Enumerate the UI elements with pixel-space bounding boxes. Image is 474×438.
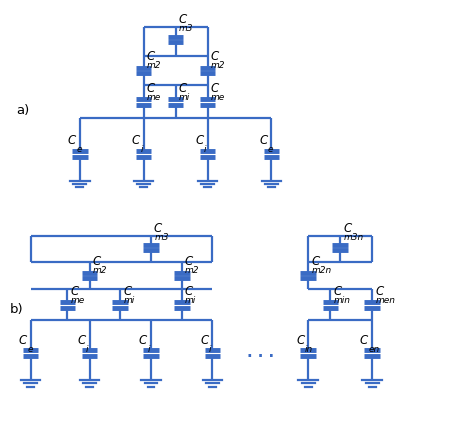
Text: in: in [305, 345, 313, 353]
Text: C: C [360, 334, 368, 347]
Text: mi: mi [185, 296, 196, 304]
Text: C: C [195, 134, 204, 147]
Text: . . .: . . . [247, 345, 274, 360]
Text: C: C [131, 134, 140, 147]
Text: mi: mi [179, 92, 190, 102]
Text: C: C [146, 81, 155, 95]
Text: me: me [71, 296, 85, 304]
Text: e: e [27, 345, 33, 353]
Text: men: men [375, 296, 396, 304]
Text: m2: m2 [185, 266, 200, 275]
Text: C: C [185, 285, 193, 298]
Text: i: i [147, 345, 150, 353]
Text: i: i [86, 345, 89, 353]
Text: C: C [139, 334, 147, 347]
Text: C: C [311, 255, 319, 268]
Text: m3n: m3n [344, 233, 364, 242]
Text: i: i [209, 345, 211, 353]
Text: m2n: m2n [312, 266, 332, 275]
Text: m3: m3 [179, 24, 193, 33]
Text: e: e [76, 145, 82, 154]
Text: C: C [210, 50, 219, 63]
Text: a): a) [16, 104, 29, 117]
Text: C: C [343, 222, 351, 235]
Text: min: min [334, 296, 351, 304]
Text: C: C [123, 285, 131, 298]
Text: C: C [296, 334, 304, 347]
Text: C: C [77, 334, 86, 347]
Text: i: i [140, 145, 143, 154]
Text: m2: m2 [147, 61, 162, 70]
Text: C: C [18, 334, 27, 347]
Text: m3: m3 [155, 233, 169, 242]
Text: C: C [71, 285, 79, 298]
Text: b): b) [9, 304, 23, 316]
Text: en: en [369, 345, 380, 353]
Text: C: C [375, 285, 383, 298]
Text: C: C [179, 13, 187, 26]
Text: mi: mi [124, 296, 135, 304]
Text: C: C [333, 285, 342, 298]
Text: C: C [92, 255, 101, 268]
Text: C: C [185, 255, 193, 268]
Text: C: C [200, 334, 209, 347]
Text: i: i [204, 145, 207, 154]
Text: C: C [179, 81, 187, 95]
Text: m2: m2 [211, 61, 226, 70]
Text: me: me [147, 92, 161, 102]
Text: e: e [268, 145, 273, 154]
Text: me: me [211, 92, 225, 102]
Text: C: C [154, 222, 162, 235]
Text: m2: m2 [93, 266, 108, 275]
Text: C: C [259, 134, 267, 147]
Text: C: C [68, 134, 76, 147]
Text: C: C [146, 50, 155, 63]
Text: C: C [210, 81, 219, 95]
